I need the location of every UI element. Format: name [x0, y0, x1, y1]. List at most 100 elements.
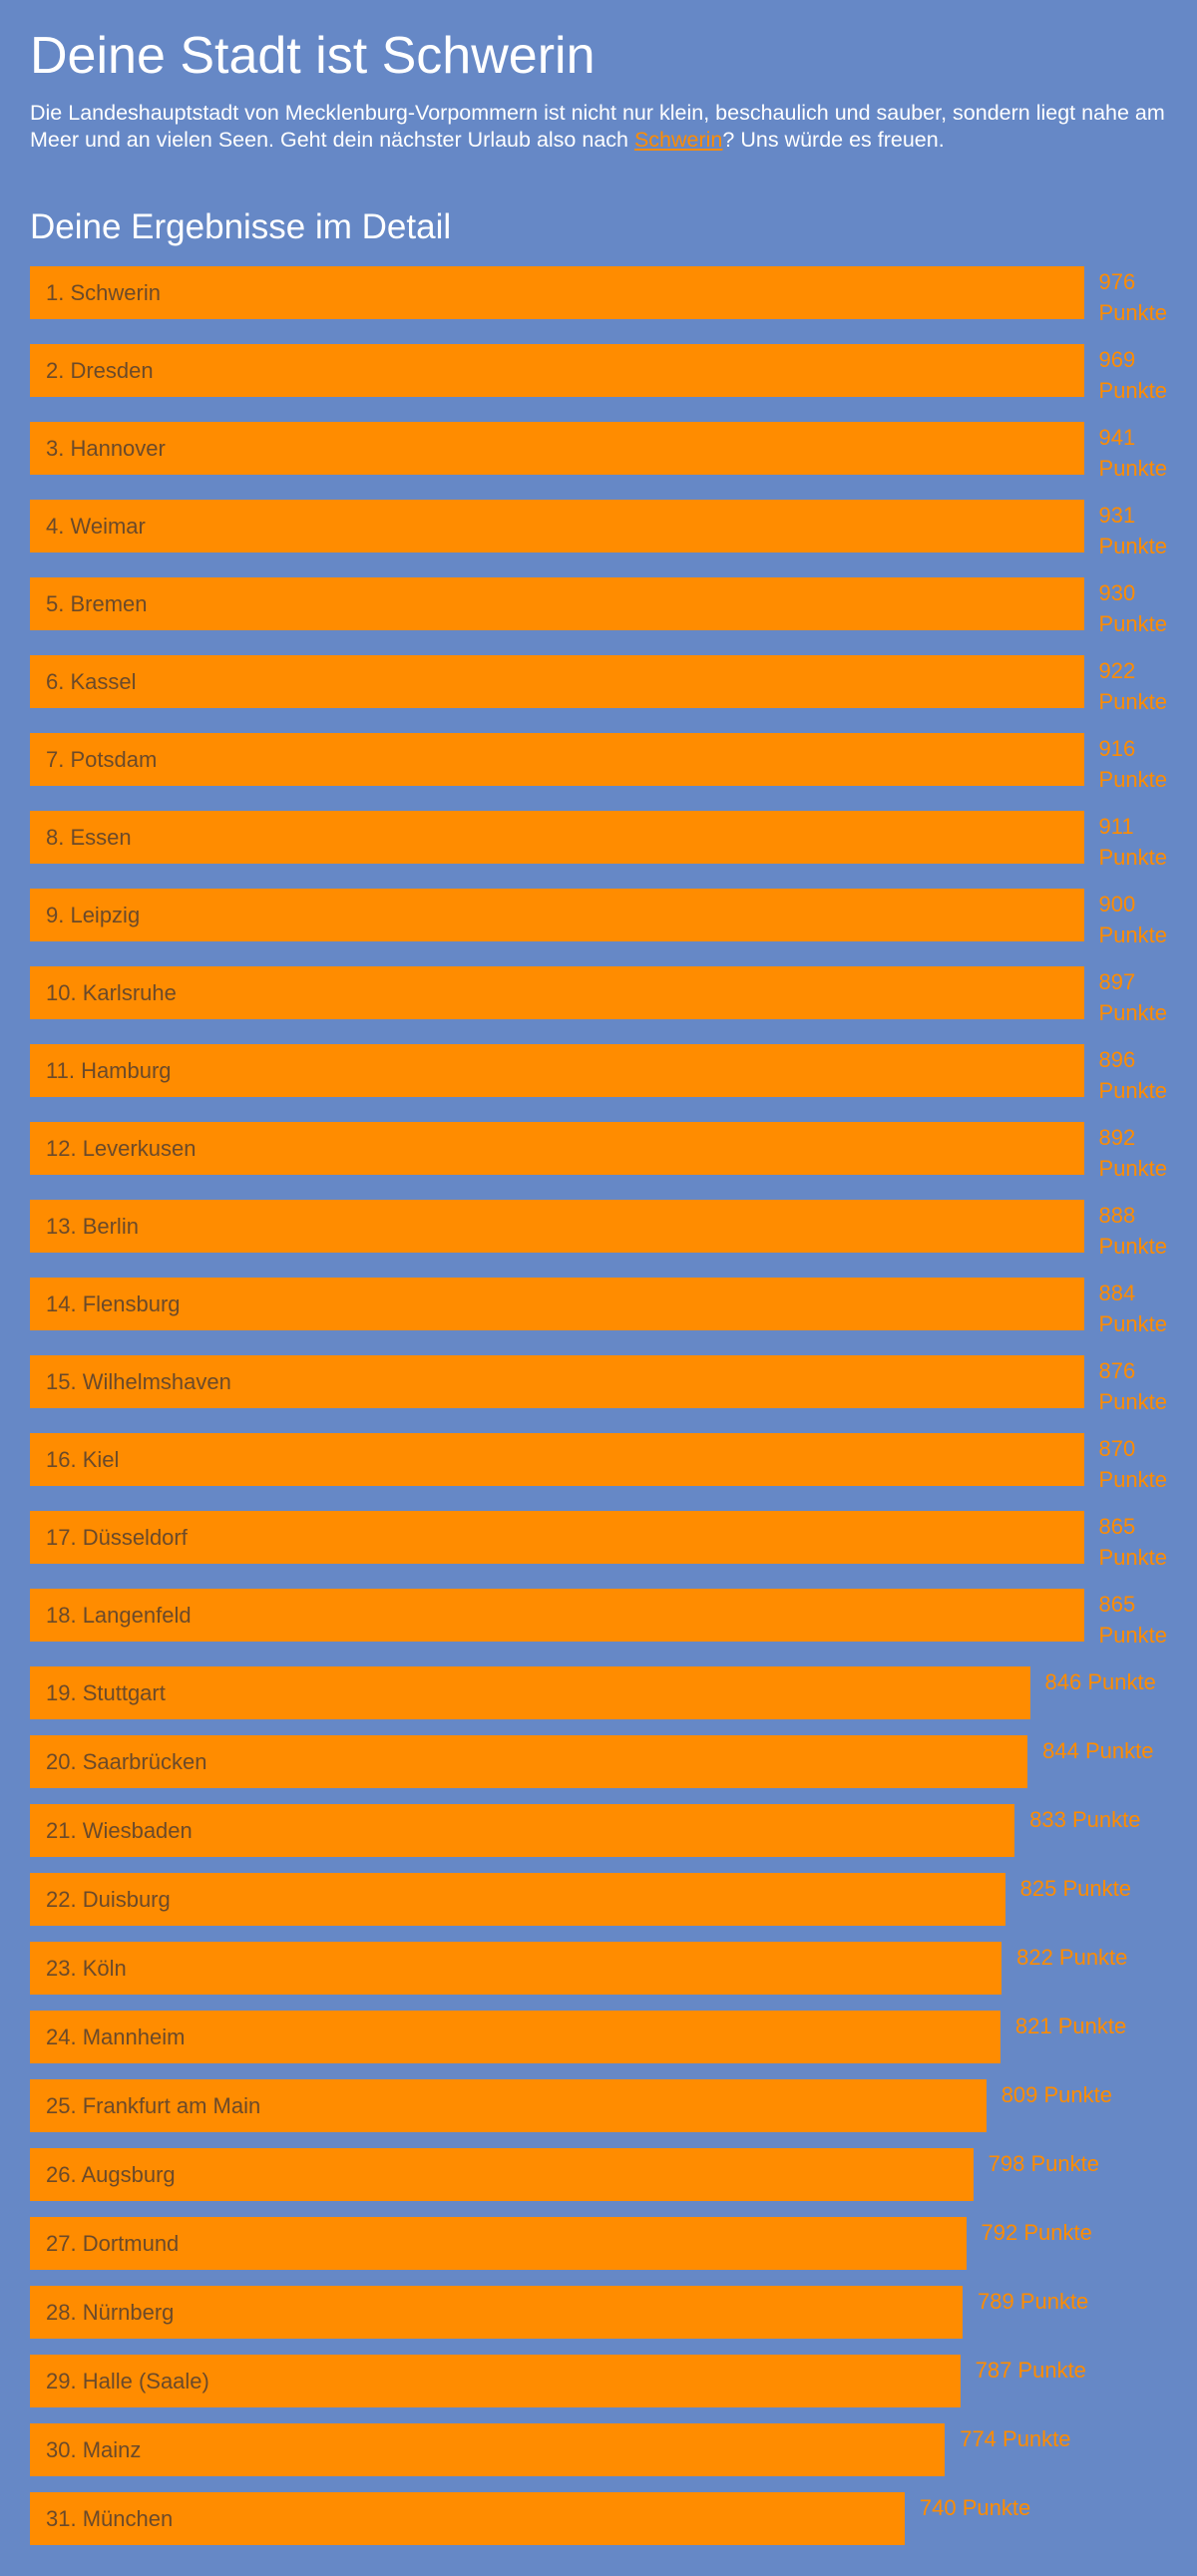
city-label: 10. Karlsruhe: [46, 979, 177, 1005]
value-label: 846 Punkte: [1044, 1669, 1156, 1694]
bar: 9. Leipzig: [30, 889, 1084, 941]
bar: 15. Wilhelmshaven: [30, 1355, 1084, 1408]
result-row: 15. Wilhelmshaven 876 Punkte: [30, 1355, 1167, 1417]
bar: 14. Flensburg: [30, 1278, 1084, 1330]
result-row: 17. Düsseldorf 865 Punkte: [30, 1511, 1167, 1573]
result-row: 31. München 740 Punkte: [30, 2492, 1167, 2545]
results-list: 1. Schwerin 976 Punkte 2. Dresden 969 Punkt…: [30, 266, 1167, 2545]
value-label: 922 Punkte: [1098, 658, 1168, 714]
bar: 29. Halle (Saale): [30, 2355, 961, 2407]
value-label: 787 Punkte: [975, 2358, 1086, 2383]
bar: 10. Karlsruhe: [30, 966, 1084, 1019]
city-label: 5. Bremen: [46, 590, 148, 616]
value-label: 865 Punkte: [1098, 1514, 1168, 1570]
intro-text: Die Landeshauptstadt von Mecklenburg-Vor…: [30, 100, 1167, 154]
value-label: 792 Punkte: [981, 2220, 1092, 2245]
city-label: 27. Dortmund: [46, 2230, 180, 2256]
value-label: 941 Punkte: [1098, 425, 1168, 481]
city-label: 14. Flensburg: [46, 1290, 181, 1316]
result-row: 22. Duisburg 825 Punkte: [30, 1873, 1167, 1926]
value-label: 809 Punkte: [1000, 2082, 1112, 2107]
page-title: Deine Stadt ist Schwerin: [30, 27, 596, 85]
city-label: 4. Weimar: [46, 513, 146, 539]
value-label: 897 Punkte: [1098, 969, 1168, 1025]
result-row: 9. Leipzig 900 Punkte: [30, 889, 1167, 950]
result-row: 3. Hannover 941 Punkte: [30, 422, 1167, 484]
city-label: 20. Saarbrücken: [46, 1748, 207, 1774]
value-label: 798 Punkte: [988, 2151, 1099, 2176]
bar: 3. Hannover: [30, 422, 1084, 475]
value-label: 892 Punkte: [1098, 1125, 1168, 1181]
city-label: 31. München: [46, 2505, 174, 2531]
bar: 30. Mainz: [30, 2423, 946, 2476]
bar: 8. Essen: [30, 811, 1084, 864]
city-label: 16. Kiel: [46, 1446, 120, 1472]
value-label: 911 Punkte: [1098, 814, 1168, 870]
value-label: 876 Punkte: [1098, 1358, 1168, 1414]
value-label: 825 Punkte: [1019, 1876, 1131, 1901]
bar: 17. Düsseldorf: [30, 1511, 1084, 1564]
value-label: 969 Punkte: [1098, 347, 1168, 403]
result-row: 12. Leverkusen 892 Punkte: [30, 1122, 1167, 1184]
value-label: 896 Punkte: [1098, 1047, 1168, 1103]
result-row: 20. Saarbrücken 844 Punkte: [30, 1735, 1167, 1788]
result-row: 29. Halle (Saale) 787 Punkte: [30, 2355, 1167, 2407]
value-label: 888 Punkte: [1098, 1203, 1168, 1259]
result-row: 5. Bremen 930 Punkte: [30, 577, 1167, 639]
bar: 20. Saarbrücken: [30, 1735, 1028, 1788]
city-label: 25. Frankfurt am Main: [46, 2092, 261, 2118]
result-row: 27. Dortmund 792 Punkte: [30, 2217, 1167, 2270]
city-label: 24. Mannheim: [46, 2024, 186, 2049]
result-row: 1. Schwerin 976 Punkte: [30, 266, 1167, 328]
bar: 23. Köln: [30, 1942, 1002, 1995]
value-label: 865 Punkte: [1098, 1592, 1168, 1648]
result-row: 28. Nürnberg 789 Punkte: [30, 2286, 1167, 2339]
bar: 25. Frankfurt am Main: [30, 2079, 987, 2132]
value-label: 900 Punkte: [1098, 892, 1168, 947]
bar: 1. Schwerin: [30, 266, 1084, 319]
city-label: 12. Leverkusen: [46, 1135, 197, 1161]
city-label: 2. Dresden: [46, 357, 154, 383]
chart-title: Deine Ergebnisse im Detail: [30, 207, 452, 246]
city-link[interactable]: Schwerin: [633, 128, 723, 152]
city-label: 7. Potsdam: [46, 746, 158, 772]
value-label: 976 Punkte: [1098, 269, 1168, 325]
bar: 27. Dortmund: [30, 2217, 967, 2270]
bar: 16. Kiel: [30, 1433, 1084, 1486]
result-row: 14. Flensburg 884 Punkte: [30, 1278, 1167, 1339]
city-label: 6. Kassel: [46, 668, 137, 694]
bar: 31. München: [30, 2492, 905, 2545]
city-label: 22. Duisburg: [46, 1886, 171, 1912]
value-label: 931 Punkte: [1098, 503, 1168, 558]
city-label: 13. Berlin: [46, 1213, 139, 1239]
city-label: 29. Halle (Saale): [46, 2368, 209, 2393]
city-label: 11. Hamburg: [46, 1057, 172, 1083]
value-label: 789 Punkte: [977, 2289, 1089, 2314]
intro-after: ? Uns würde es freuen.: [722, 128, 945, 152]
city-label: 1. Schwerin: [46, 279, 161, 305]
value-label: 884 Punkte: [1098, 1281, 1168, 1336]
result-row: 19. Stuttgart 846 Punkte: [30, 1666, 1167, 1719]
bar: 2. Dresden: [30, 344, 1084, 397]
bar: 12. Leverkusen: [30, 1122, 1084, 1175]
result-row: 24. Mannheim 821 Punkte: [30, 2011, 1167, 2063]
city-label: 8. Essen: [46, 824, 132, 850]
result-row: 10. Karlsruhe 897 Punkte: [30, 966, 1167, 1028]
value-label: 774 Punkte: [960, 2426, 1071, 2451]
result-row: 13. Berlin 888 Punkte: [30, 1200, 1167, 1262]
result-row: 2. Dresden 969 Punkte: [30, 344, 1167, 406]
bar: 5. Bremen: [30, 577, 1084, 630]
city-label: 21. Wiesbaden: [46, 1817, 193, 1843]
value-label: 740 Punkte: [919, 2495, 1031, 2520]
bar: 28. Nürnberg: [30, 2286, 963, 2339]
city-label: 18. Langenfeld: [46, 1602, 192, 1628]
result-row: 30. Mainz 774 Punkte: [30, 2423, 1167, 2476]
city-label: 30. Mainz: [46, 2436, 142, 2462]
bar: 4. Weimar: [30, 500, 1084, 552]
bar: 26. Augsburg: [30, 2148, 974, 2201]
city-label: 9. Leipzig: [46, 902, 141, 927]
city-label: 23. Köln: [46, 1955, 127, 1981]
result-row: 23. Köln 822 Punkte: [30, 1942, 1167, 1995]
result-row: 8. Essen 911 Punkte: [30, 811, 1167, 873]
